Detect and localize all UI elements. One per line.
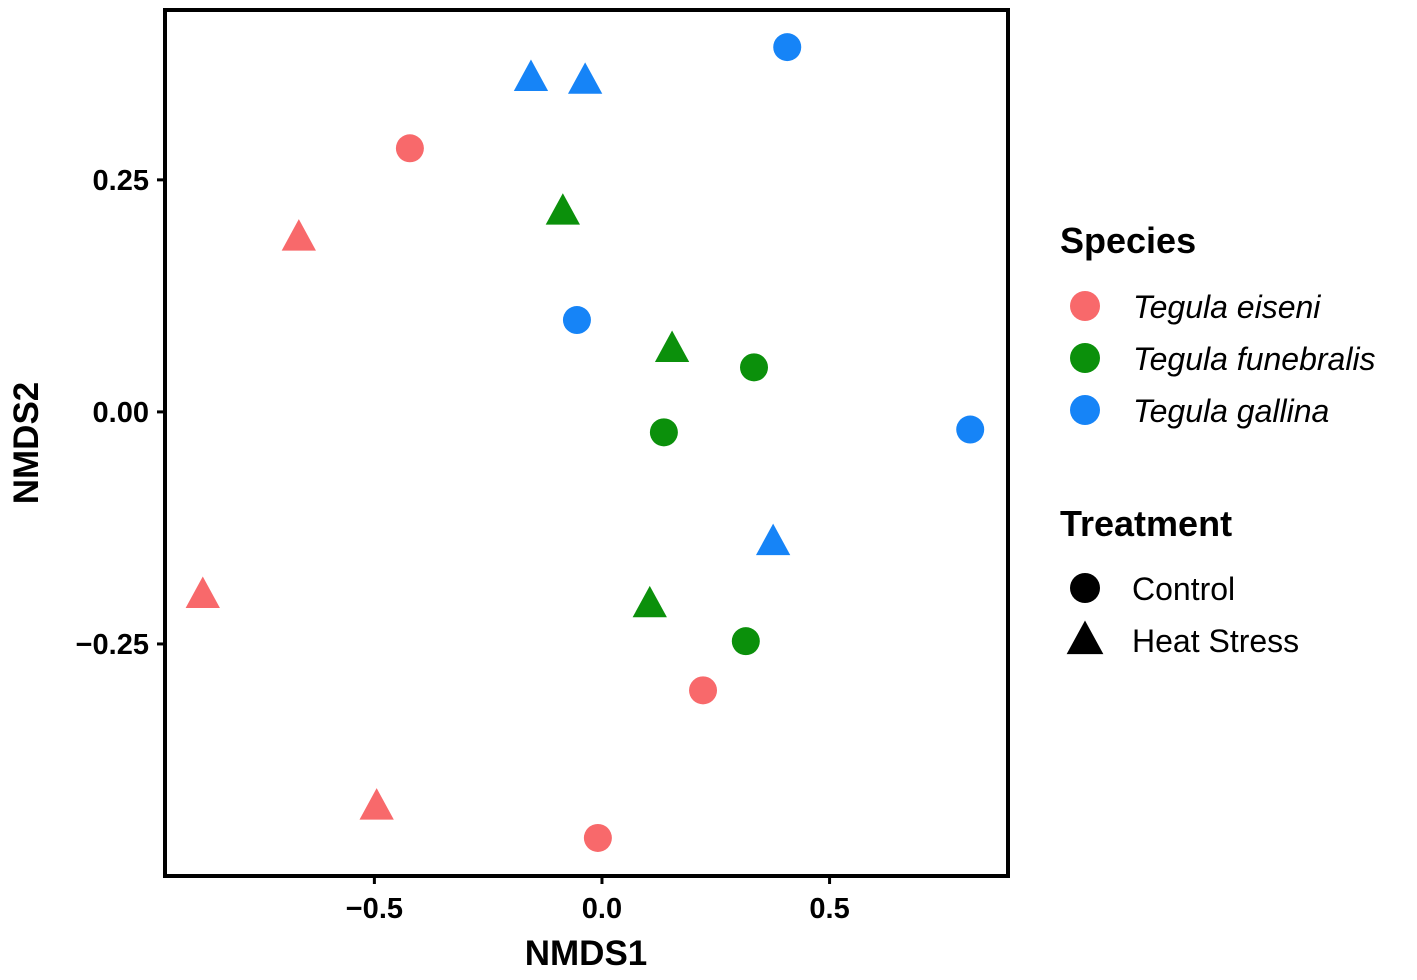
legend-treatment-title: Treatment — [1060, 503, 1232, 544]
legend-key-circle — [1070, 395, 1100, 425]
data-point-triangle — [185, 576, 220, 608]
legend-species-label: Tegula gallina — [1133, 393, 1329, 429]
x-axis: −0.5 0.0 0.5 — [346, 876, 850, 925]
data-point-triangle — [567, 62, 603, 94]
y-tick-label: 0.00 — [93, 397, 149, 429]
legend-key-circle — [1070, 573, 1100, 603]
data-points — [185, 33, 985, 852]
data-point-circle — [731, 627, 760, 656]
legend-key-circle — [1070, 291, 1100, 321]
legend-species-title: Species — [1060, 220, 1196, 261]
data-point-circle — [583, 823, 612, 852]
data-point-triangle — [755, 523, 791, 556]
x-axis-label: NMDS1 — [525, 934, 648, 973]
data-point-circle — [956, 415, 985, 444]
data-point-triangle — [545, 193, 580, 225]
x-tick-label: 0.5 — [809, 893, 849, 925]
x-tick-label: −0.5 — [346, 893, 403, 925]
data-point-circle — [773, 33, 802, 62]
data-point-circle — [395, 134, 424, 163]
data-point-circle — [649, 418, 678, 447]
y-tick-label: 0.25 — [93, 165, 149, 197]
legend-species-label: Tegula funebralis — [1133, 341, 1376, 377]
y-tick-label: −0.25 — [76, 629, 149, 661]
legend: Species Tegula eiseni Tegula funebralis Te… — [1060, 220, 1376, 659]
x-tick-label: 0.0 — [582, 893, 622, 925]
data-point-triangle — [654, 330, 690, 363]
data-point-triangle — [359, 788, 394, 820]
legend-species-label: Tegula eiseni — [1133, 289, 1321, 325]
y-axis: 0.25 0.00 −0.25 — [76, 165, 165, 661]
data-point-circle — [562, 306, 591, 335]
data-point-triangle — [281, 219, 316, 251]
data-point-triangle — [513, 59, 549, 91]
plot-panel-border — [163, 8, 1010, 878]
legend-key-triangle — [1066, 620, 1104, 655]
data-point-triangle — [632, 585, 667, 618]
legend-key-circle — [1070, 343, 1100, 373]
data-point-circle — [740, 353, 769, 382]
data-point-circle — [689, 676, 718, 705]
legend-treatment-label: Control — [1132, 571, 1235, 607]
y-axis-label: NMDS2 — [7, 382, 46, 505]
legend-treatment-label: Heat Stress — [1132, 623, 1299, 659]
